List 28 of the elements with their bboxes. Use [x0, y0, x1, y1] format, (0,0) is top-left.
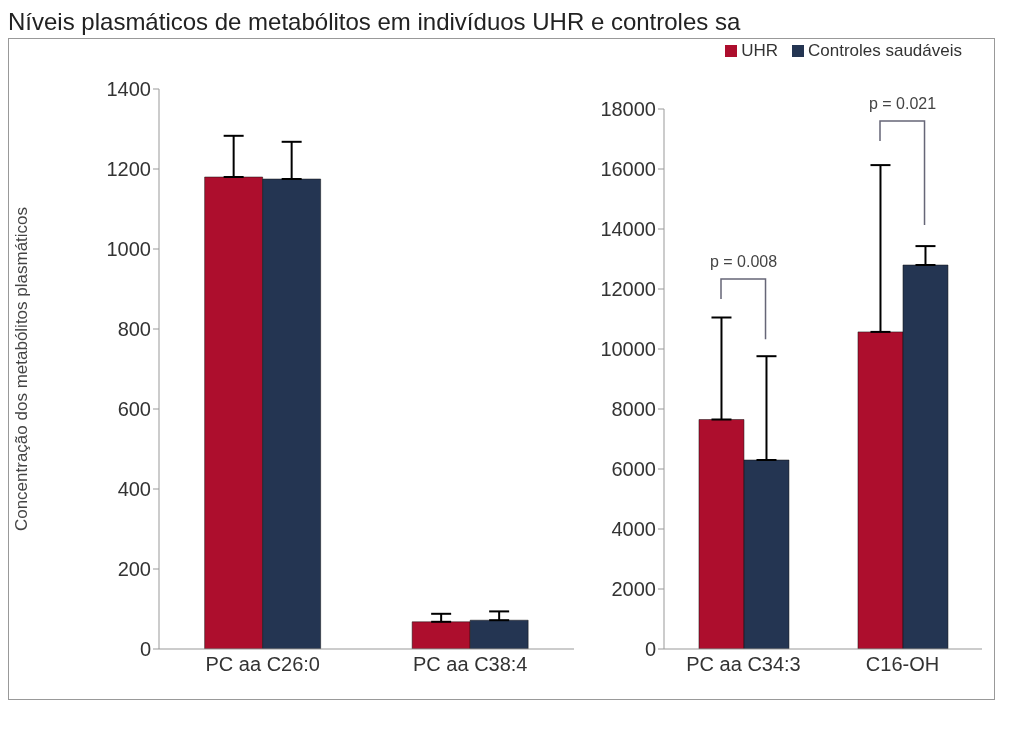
y-axis-title: Concentração dos metabólitos plasmáticos: [12, 206, 32, 532]
x-tick-label: PC aa C38:4: [412, 653, 528, 676]
y-tick-label: 2000: [611, 578, 656, 601]
x-tick-label: PC aa C26:0: [205, 653, 321, 676]
y-tick-label: 18000: [600, 98, 656, 121]
y-tick-label: 1200: [106, 158, 151, 181]
annotation: p = 0.021: [867, 95, 938, 114]
y-tick-label: 12000: [600, 278, 656, 301]
y-tick-label: 16000: [600, 158, 656, 181]
y-tick-label: 600: [117, 398, 151, 421]
y-tick-label: 200: [117, 558, 151, 581]
y-tick-label: 10000: [600, 338, 656, 361]
y-tick-label: 800: [117, 318, 151, 341]
y-tick-label: 14000: [600, 218, 656, 241]
y-tick-label: 400: [117, 478, 151, 501]
y-tick-label: 1000: [106, 238, 151, 261]
chart-title: Níveis plasmáticos de metabólitos em indivíduos UHR e controles sa: [8, 8, 742, 37]
y-tick-label: 6000: [611, 458, 656, 481]
legend-label: UHR: [740, 41, 778, 61]
legend-label: Controles saudáveis: [806, 41, 962, 61]
annotation: p = 0.008: [708, 253, 779, 272]
x-tick-label: C16-OH: [865, 653, 940, 676]
y-tick-label: 0: [644, 638, 656, 661]
y-tick-label: 8000: [611, 398, 656, 421]
y-tick-label: 0: [139, 638, 151, 661]
x-tick-label: PC aa C34:3: [686, 653, 801, 676]
y-tick-label: 4000: [611, 518, 656, 541]
y-tick-label: 1400: [106, 78, 151, 101]
